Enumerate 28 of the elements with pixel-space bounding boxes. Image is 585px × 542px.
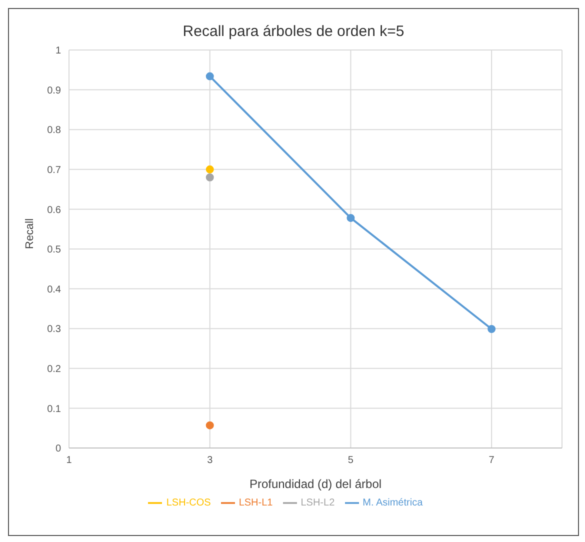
point bbox=[488, 325, 496, 333]
y-tick-label: 0.9 bbox=[47, 85, 62, 96]
y-tick-label: 0.5 bbox=[47, 244, 62, 256]
legend-label: LSH-L2 bbox=[300, 498, 335, 509]
y-tick-label: 0.3 bbox=[47, 324, 62, 336]
y-tick-label: 1 bbox=[55, 46, 62, 57]
point bbox=[206, 72, 214, 80]
y-tick-label: 0.1 bbox=[47, 404, 62, 415]
legend-label: LSH-COS bbox=[166, 498, 211, 509]
x-tick-label: 7 bbox=[488, 455, 495, 466]
chart-title: Recall para árboles de orden k=5 bbox=[182, 23, 406, 40]
legend-label: M. Asimétrica bbox=[362, 498, 423, 509]
x-tick-label: 5 bbox=[348, 455, 354, 466]
y-tick-label: 0.2 bbox=[47, 364, 62, 375]
point bbox=[346, 214, 355, 222]
x-tick-label: 3 bbox=[207, 455, 214, 466]
y-tick-label: 0.8 bbox=[47, 125, 62, 136]
point bbox=[206, 165, 214, 174]
y-axis-title: Recall bbox=[24, 218, 36, 249]
point bbox=[206, 173, 214, 182]
x-tick-label: 1 bbox=[66, 455, 72, 466]
y-tick-label: 0 bbox=[55, 444, 62, 455]
point bbox=[206, 421, 214, 430]
y-tick-label: 0.6 bbox=[47, 204, 62, 216]
legend-label: LSH-L1 bbox=[238, 498, 273, 509]
y-tick-label: 0.4 bbox=[47, 284, 62, 296]
y-tick-label: 0.7 bbox=[47, 164, 62, 176]
x-axis-title: Profundidad (d) del árbol bbox=[249, 477, 382, 491]
